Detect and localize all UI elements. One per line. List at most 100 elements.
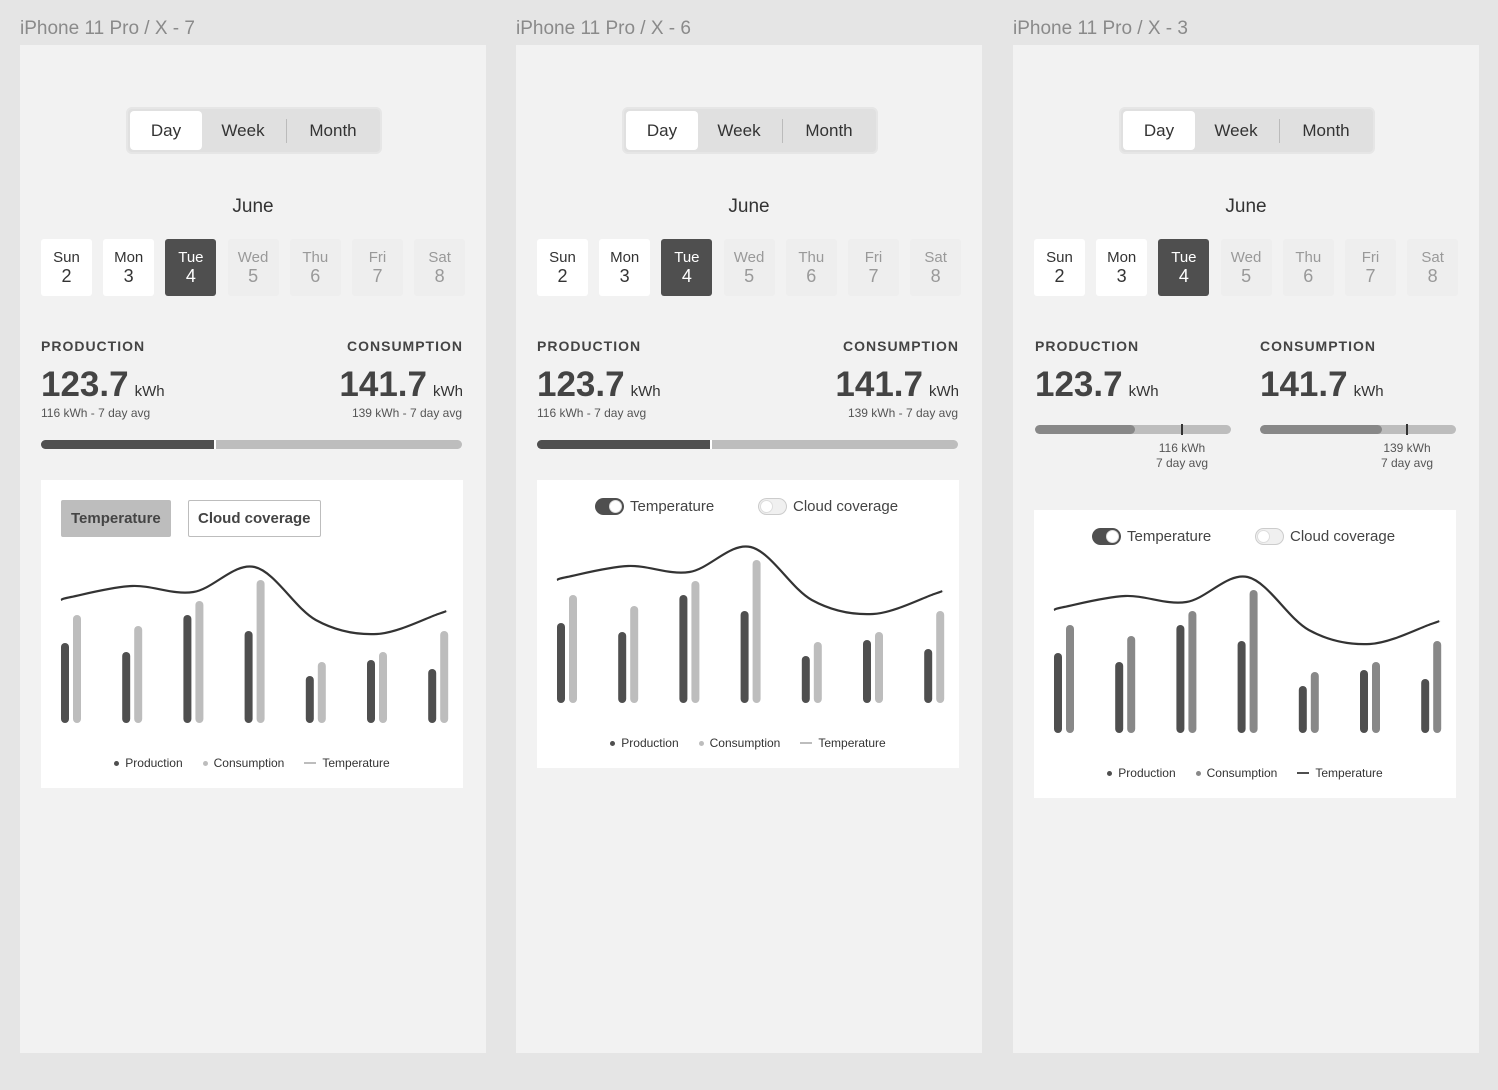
legend-temperature-label: Temperature (322, 756, 390, 770)
legend-temperature: Temperature (800, 736, 886, 750)
consumption-dot-icon (698, 740, 704, 746)
switch-off-icon[interactable] (758, 498, 787, 515)
temperature-toggle-button[interactable]: Temperature (61, 500, 171, 537)
legend-production: Production (1107, 766, 1176, 780)
consumption-bar-wed (256, 580, 265, 723)
day-number: 3 (1116, 266, 1127, 286)
consumption-bar-mon (630, 606, 639, 703)
day-name: Tue (674, 249, 700, 266)
production-bar (1035, 425, 1231, 434)
chart-legend: Production Consumption Temperature (1034, 766, 1456, 780)
day-wed[interactable]: Wed 5 (723, 239, 775, 296)
day-number: 7 (868, 266, 879, 286)
day-name: Thu (302, 249, 329, 266)
consumption-bar-mon (134, 626, 143, 723)
segment-week[interactable]: Week (717, 121, 761, 140)
day-name: Sat (1421, 249, 1444, 266)
chart-card: Temperature Cloud coverage Production Con… (41, 480, 463, 788)
production-avg-caption: 7 day avg (1155, 456, 1209, 470)
segment-month[interactable]: Month (1302, 121, 1350, 140)
day-mon[interactable]: Mon 3 (103, 239, 155, 296)
production-number: 123.7 (41, 365, 129, 404)
consumption-bar-fri (1372, 662, 1380, 733)
segment-day[interactable]: Day (1123, 111, 1195, 150)
chart-legend: Production Consumption Temperature (41, 756, 463, 770)
day-name: Fri (864, 249, 883, 266)
day-mon[interactable]: Mon 3 (599, 239, 651, 296)
day-thu[interactable]: Thu 6 (785, 239, 837, 296)
energy-chart (1053, 575, 1442, 733)
day-number: 7 (372, 266, 383, 286)
production-label: PRODUCTION (41, 338, 146, 354)
temperature-toggle[interactable]: Temperature (595, 498, 714, 515)
cloud-coverage-toggle[interactable]: Cloud coverage (758, 498, 898, 515)
day-name: Mon (610, 249, 640, 266)
month-label: June (728, 196, 770, 217)
production-unit: kWh (630, 383, 661, 400)
day-tue[interactable]: Tue 4 (1158, 239, 1210, 296)
day-name: Mon (114, 249, 144, 266)
production-vs-consumption-bar (41, 440, 462, 449)
day-sat[interactable]: Sat 8 (414, 239, 466, 296)
production-bar-sat (1421, 679, 1430, 733)
switch-off-icon[interactable] (1255, 528, 1284, 545)
consumption-number: 141.7 (339, 365, 427, 404)
cloud-coverage-toggle-button[interactable]: Cloud coverage (188, 500, 321, 537)
production-number: 123.7 (1035, 365, 1123, 404)
production-bar-sun (61, 643, 69, 723)
production-bar-tue (679, 595, 688, 703)
day-number: 6 (310, 266, 321, 286)
legend-consumption: Consumption (698, 736, 780, 750)
day-name: Sun (53, 249, 80, 266)
temperature-line (60, 565, 448, 636)
production-bar-wed (244, 631, 253, 723)
segment-day[interactable]: Day (130, 111, 202, 150)
consumption-dot-icon (1195, 770, 1201, 776)
segment-month[interactable]: Month (309, 121, 357, 140)
consumption-bar-thu (813, 642, 822, 703)
production-share-fill (537, 440, 712, 449)
day-sun[interactable]: Sun 2 (1034, 239, 1085, 296)
day-name: Fri (368, 249, 387, 266)
consumption-unit: kWh (1353, 383, 1384, 400)
day-tue[interactable]: Tue 4 (165, 239, 217, 296)
day-number: 8 (930, 266, 941, 286)
segment-week[interactable]: Week (221, 121, 265, 140)
day-sat[interactable]: Sat 8 (910, 239, 962, 296)
day-wed[interactable]: Wed 5 (227, 239, 279, 296)
day-name: Tue (1171, 249, 1197, 266)
day-fri[interactable]: Fri 7 (1345, 239, 1396, 296)
day-thu[interactable]: Thu 6 (289, 239, 341, 296)
day-number: 5 (744, 266, 755, 286)
frame-title: iPhone 11 Pro / X - 6 (516, 18, 691, 39)
day-sun[interactable]: Sun 2 (41, 239, 92, 296)
temperature-line-icon (304, 762, 317, 764)
day-fri[interactable]: Fri 7 (848, 239, 899, 296)
temperature-line (1053, 575, 1441, 646)
consumption-bar-mon (1127, 636, 1136, 733)
day-tue[interactable]: Tue 4 (661, 239, 713, 296)
day-mon[interactable]: Mon 3 (1096, 239, 1148, 296)
legend-production: Production (114, 756, 183, 770)
consumption-label: CONSUMPTION (843, 338, 959, 354)
day-number: 4 (185, 266, 196, 286)
day-thu[interactable]: Thu 6 (1282, 239, 1334, 296)
day-sun[interactable]: Sun 2 (537, 239, 588, 296)
segment-month[interactable]: Month (805, 121, 853, 140)
segment-day[interactable]: Day (626, 111, 698, 150)
day-fri[interactable]: Fri 7 (352, 239, 403, 296)
production-bar-mon (618, 632, 627, 703)
day-wed[interactable]: Wed 5 (1220, 239, 1272, 296)
segment-divider (782, 119, 783, 143)
production-bar-thu (801, 656, 810, 703)
cloud-coverage-toggle[interactable]: Cloud coverage (1255, 528, 1395, 545)
consumption-bar-wed (752, 560, 761, 703)
day-sat[interactable]: Sat 8 (1407, 239, 1459, 296)
segment-week[interactable]: Week (1214, 121, 1258, 140)
temperature-toggle[interactable]: Temperature (1092, 528, 1211, 545)
switch-on-icon[interactable] (1092, 528, 1121, 545)
switch-on-icon[interactable] (595, 498, 624, 515)
consumption-bar-thu (317, 662, 326, 723)
production-vs-consumption-bar (537, 440, 958, 449)
day-name: Thu (798, 249, 825, 266)
